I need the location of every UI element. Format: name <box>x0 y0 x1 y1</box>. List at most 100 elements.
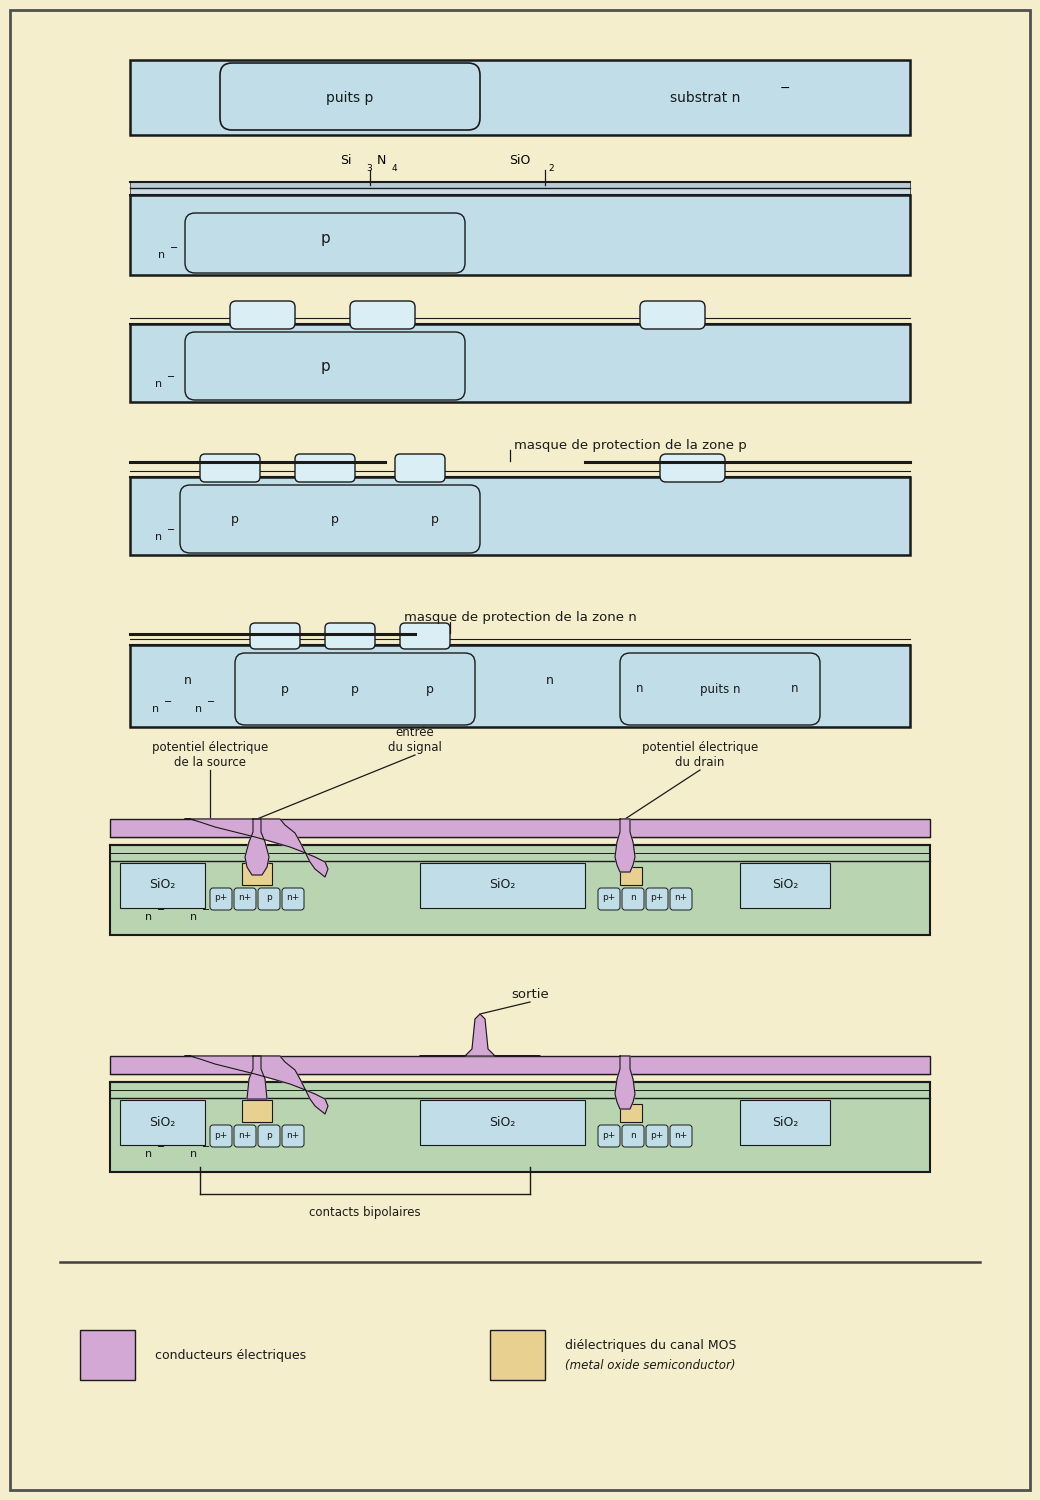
FancyBboxPatch shape <box>660 454 725 482</box>
Text: substrat n: substrat n <box>670 92 740 105</box>
Text: −: − <box>170 243 178 254</box>
Text: entrée: entrée <box>395 726 435 738</box>
FancyBboxPatch shape <box>185 332 465 400</box>
FancyBboxPatch shape <box>670 1125 692 1148</box>
Bar <box>130 645 910 728</box>
Text: −: − <box>780 81 790 94</box>
Text: n: n <box>630 894 635 903</box>
Bar <box>420 1100 584 1144</box>
Text: −: − <box>202 1142 210 1152</box>
Bar <box>490 1330 545 1380</box>
Text: n+: n+ <box>286 894 300 903</box>
Text: n+: n+ <box>674 894 687 903</box>
Text: contacts bipolaires: contacts bipolaires <box>309 1206 421 1219</box>
FancyBboxPatch shape <box>282 1125 304 1148</box>
Text: SiO₂: SiO₂ <box>772 879 798 891</box>
Text: 4: 4 <box>392 164 397 172</box>
Bar <box>120 862 205 907</box>
Text: SiO₂: SiO₂ <box>489 879 515 891</box>
FancyBboxPatch shape <box>234 1125 256 1148</box>
Bar <box>130 195 910 274</box>
Polygon shape <box>245 819 269 874</box>
Text: p+: p+ <box>602 894 616 903</box>
Text: Si: Si <box>340 154 352 166</box>
Bar <box>110 819 930 837</box>
FancyBboxPatch shape <box>258 888 280 910</box>
Polygon shape <box>185 819 328 878</box>
FancyBboxPatch shape <box>598 888 620 910</box>
Text: n+: n+ <box>238 1131 252 1140</box>
FancyBboxPatch shape <box>350 302 415 328</box>
Text: sortie: sortie <box>511 987 549 1000</box>
Text: n+: n+ <box>238 894 252 903</box>
FancyBboxPatch shape <box>395 454 445 482</box>
FancyBboxPatch shape <box>234 888 256 910</box>
Text: n+: n+ <box>674 1131 687 1140</box>
Text: p: p <box>352 682 359 696</box>
Text: p+: p+ <box>214 894 228 903</box>
Text: puits p: puits p <box>327 92 373 105</box>
FancyBboxPatch shape <box>210 1125 232 1148</box>
Polygon shape <box>615 819 635 872</box>
Text: n: n <box>145 912 152 922</box>
Bar <box>740 1100 830 1144</box>
Bar <box>620 867 642 885</box>
Bar <box>740 862 830 907</box>
Text: n: n <box>190 912 198 922</box>
FancyBboxPatch shape <box>622 1125 644 1148</box>
Bar <box>130 188 910 195</box>
Bar <box>242 1100 272 1122</box>
Text: p+: p+ <box>650 894 664 903</box>
Polygon shape <box>615 1056 635 1108</box>
Text: 2: 2 <box>548 164 553 172</box>
Text: masque de protection de la zone n: masque de protection de la zone n <box>404 610 636 624</box>
Text: 3: 3 <box>366 164 371 172</box>
Text: potentiel électrique: potentiel électrique <box>642 741 758 753</box>
FancyBboxPatch shape <box>640 302 705 328</box>
Bar <box>620 1104 642 1122</box>
FancyBboxPatch shape <box>282 888 304 910</box>
Bar <box>130 60 910 135</box>
Text: n: n <box>184 675 192 687</box>
FancyBboxPatch shape <box>646 888 668 910</box>
Text: n: n <box>190 1149 198 1160</box>
Polygon shape <box>248 1056 267 1100</box>
Text: −: − <box>167 372 175 382</box>
Text: conducteurs électriques: conducteurs électriques <box>155 1348 306 1362</box>
Text: (metal oxide semiconductor): (metal oxide semiconductor) <box>565 1359 735 1371</box>
Text: SiO₂: SiO₂ <box>489 1116 515 1128</box>
Text: −: − <box>157 904 165 915</box>
Text: n: n <box>145 1149 152 1160</box>
Text: n: n <box>791 682 799 696</box>
Text: p: p <box>320 358 330 374</box>
Text: N: N <box>378 154 387 166</box>
Text: −: − <box>207 698 215 706</box>
Text: p: p <box>266 1131 271 1140</box>
Text: SiO₂: SiO₂ <box>149 879 175 891</box>
Bar <box>80 1330 135 1380</box>
Bar <box>120 1100 205 1144</box>
Bar <box>110 1082 930 1172</box>
FancyBboxPatch shape <box>230 302 295 328</box>
Bar <box>242 862 272 885</box>
Text: n: n <box>546 675 554 687</box>
Text: n: n <box>158 251 165 260</box>
FancyBboxPatch shape <box>670 888 692 910</box>
Text: potentiel électrique: potentiel électrique <box>152 741 268 753</box>
Text: p+: p+ <box>650 1131 664 1140</box>
FancyBboxPatch shape <box>200 454 260 482</box>
Text: n: n <box>155 380 162 388</box>
FancyBboxPatch shape <box>295 454 355 482</box>
Text: p: p <box>331 513 339 525</box>
FancyBboxPatch shape <box>598 1125 620 1148</box>
FancyBboxPatch shape <box>622 888 644 910</box>
Text: n: n <box>630 1131 635 1140</box>
Text: p: p <box>426 682 434 696</box>
Text: n+: n+ <box>286 1131 300 1140</box>
FancyBboxPatch shape <box>324 622 375 650</box>
FancyBboxPatch shape <box>400 622 450 650</box>
Text: masque de protection de la zone p: masque de protection de la zone p <box>514 440 747 453</box>
Bar <box>420 862 584 907</box>
FancyBboxPatch shape <box>258 1125 280 1148</box>
Text: du drain: du drain <box>675 756 725 768</box>
